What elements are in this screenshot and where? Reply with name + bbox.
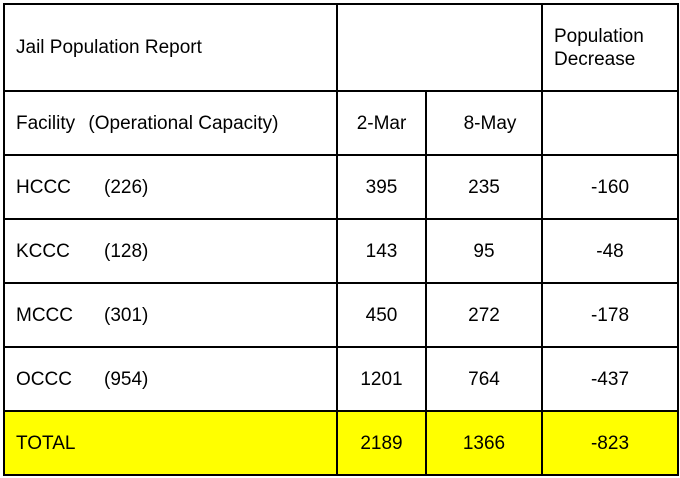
- facility-capacity: (128): [104, 240, 149, 262]
- table-row: MCCC (301) 450 272 -178: [3, 282, 679, 348]
- facility-cell: MCCC (301): [3, 282, 338, 348]
- facility-cell: HCCC (226): [3, 154, 338, 220]
- may8-value: 764: [425, 346, 543, 412]
- decrease-header-blank: [541, 90, 679, 156]
- facility-name: KCCC: [16, 240, 70, 262]
- decrease-value: -178: [541, 282, 679, 348]
- mar2-value: 395: [336, 154, 427, 220]
- facility-name: HCCC: [16, 176, 71, 198]
- total-label: TOTAL: [3, 410, 338, 476]
- total-mar2: 2189: [336, 410, 427, 476]
- facility-capacity: (226): [104, 176, 149, 198]
- table-row: OCCC (954) 1201 764 -437: [3, 346, 679, 412]
- facility-cell: OCCC (954): [3, 346, 338, 412]
- population-decrease-header: Population Decrease: [541, 3, 679, 92]
- facility-capacity: (301): [104, 304, 149, 326]
- facility-header-label: Facility: [16, 112, 76, 134]
- mar2-value: 1201: [336, 346, 427, 412]
- decrease-value: -437: [541, 346, 679, 412]
- may8-value: 235: [425, 154, 543, 220]
- date2-header: 8-May: [425, 90, 543, 156]
- facility-capacity: (954): [104, 368, 149, 390]
- title-blank-cell: [336, 3, 543, 91]
- decrease-header-line2: Decrease: [554, 49, 636, 70]
- date1-header: 2-Mar: [336, 90, 427, 156]
- decrease-header-line1: Population: [554, 26, 644, 47]
- total-row: TOTAL 2189 1366 -823: [3, 410, 679, 476]
- table-row: HCCC (226) 395 235 -160: [3, 154, 679, 220]
- facility-name: OCCC: [16, 368, 72, 390]
- jail-population-table: Jail Population Report Population Decrea…: [3, 3, 679, 476]
- total-decrease: -823: [541, 410, 679, 476]
- table-row: KCCC (128) 143 95 -48: [3, 218, 679, 284]
- title-row: Jail Population Report Population Decrea…: [3, 3, 679, 92]
- capacity-header-label: (Operational Capacity): [88, 112, 279, 134]
- decrease-value: -160: [541, 154, 679, 220]
- mar2-value: 450: [336, 282, 427, 348]
- mar2-value: 143: [336, 218, 427, 284]
- may8-value: 272: [425, 282, 543, 348]
- report-title: Jail Population Report: [3, 3, 338, 92]
- total-may8: 1366: [425, 410, 543, 476]
- decrease-value: -48: [541, 218, 679, 284]
- may8-value: 95: [425, 218, 543, 284]
- facility-name: MCCC: [16, 304, 73, 326]
- facility-cell: KCCC (128): [3, 218, 338, 284]
- column-header-row: Facility (Operational Capacity) 2-Mar 8-…: [3, 90, 679, 156]
- facility-header: Facility (Operational Capacity): [3, 90, 338, 156]
